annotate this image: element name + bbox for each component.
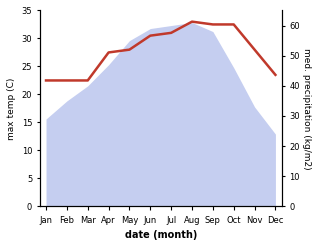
Y-axis label: med. precipitation (kg/m2): med. precipitation (kg/m2) [302, 48, 311, 169]
Y-axis label: max temp (C): max temp (C) [7, 77, 16, 140]
X-axis label: date (month): date (month) [125, 230, 197, 240]
